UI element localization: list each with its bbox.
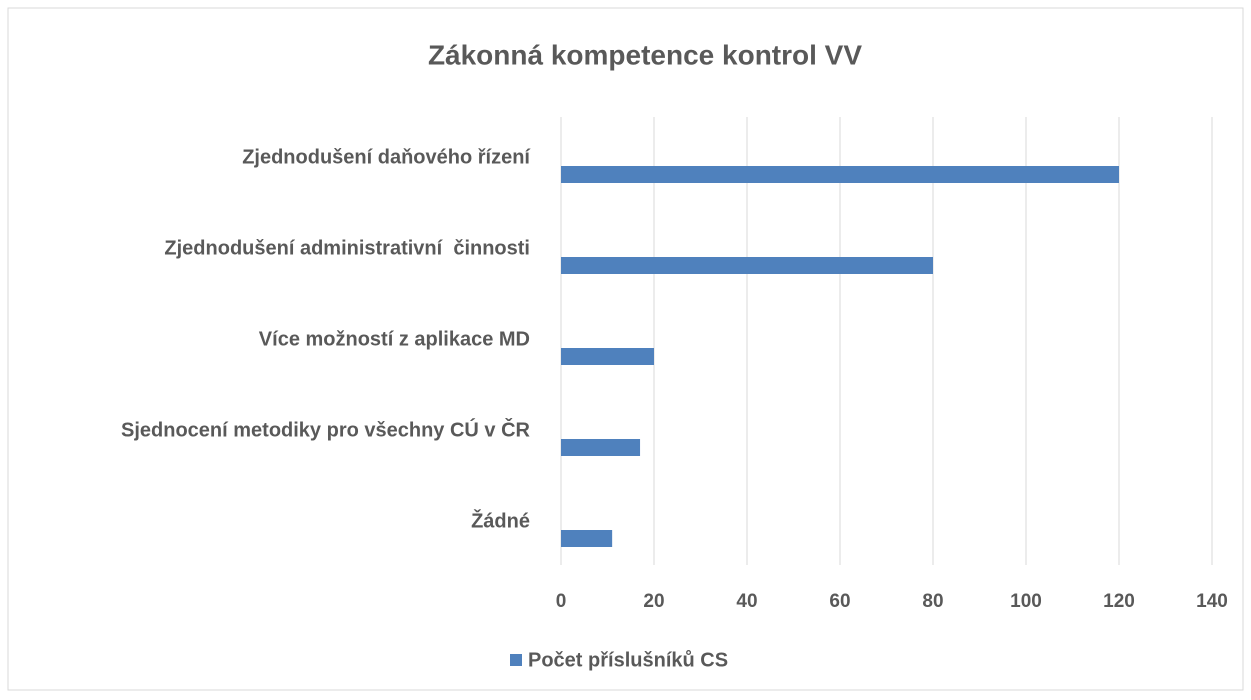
x-tick-label: 60 <box>829 591 850 612</box>
x-tick-label: 20 <box>643 591 664 612</box>
legend-label: Počet příslušníků CS <box>528 649 728 671</box>
bar <box>561 439 641 456</box>
bar <box>561 166 1119 183</box>
bar <box>561 530 613 547</box>
y-tick-label: Sjednocení metodiky pro všechny CÚ v ČR <box>121 417 531 441</box>
x-tick-label: 80 <box>922 591 943 612</box>
y-tick-label: Zjednodušení daňového řízení <box>242 146 531 168</box>
y-tick-label: Více možností z aplikace MD <box>259 328 530 350</box>
x-tick-label: 40 <box>736 591 757 612</box>
bar <box>561 257 933 274</box>
x-tick-label: 100 <box>1010 591 1042 612</box>
bar <box>561 348 654 365</box>
y-tick-label: Zjednodušení administrativní činnosti <box>164 237 530 259</box>
y-tick-label: Žádné <box>471 508 530 532</box>
x-tick-label: 140 <box>1196 591 1228 612</box>
x-tick-label: 0 <box>556 591 567 612</box>
legend-swatch <box>510 654 522 666</box>
x-tick-label: 120 <box>1103 591 1135 612</box>
chart-title: Zákonná kompetence kontrol VV <box>428 39 862 70</box>
